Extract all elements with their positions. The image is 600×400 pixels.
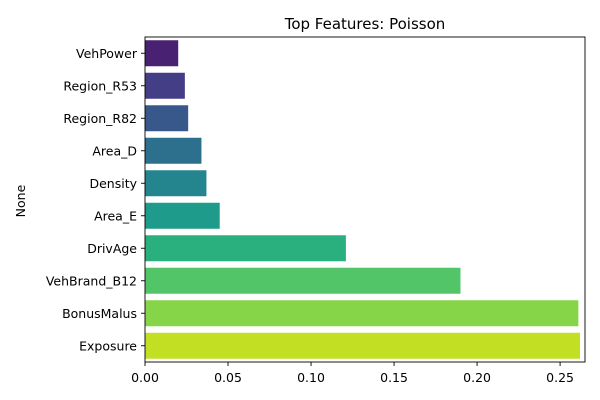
plot-frame	[144, 36, 586, 363]
bar-vehpower	[145, 40, 179, 67]
y-tick-label-area-e: Area_E	[94, 208, 137, 223]
y-tick-label-density: Density	[89, 176, 137, 191]
y-axis-label: None	[13, 184, 28, 217]
bars-group	[145, 40, 581, 359]
y-tick-label-vehpower: VehPower	[76, 46, 138, 61]
x-tick-label: 0.10	[297, 370, 325, 385]
bar-region-r82	[145, 105, 189, 132]
x-ticks-group: 0.00 0.05 0.10 0.15 0.20 0.25	[131, 362, 574, 385]
y-tick-label-exposure: Exposure	[79, 338, 137, 353]
y-tick-label-area-d: Area_D	[92, 143, 137, 158]
y-ticks-group: VehPower Region_R53 Region_R82 Area_D Densit…	[46, 46, 145, 353]
bar-area-d	[145, 137, 202, 164]
x-tick-label: 0.05	[214, 370, 242, 385]
y-tick-label-bonusmalus: BonusMalus	[62, 306, 137, 321]
bar-density	[145, 170, 207, 197]
bar-vehbrand-b12	[145, 267, 461, 294]
bar-area-e	[145, 202, 220, 229]
x-tick-label: 0.15	[380, 370, 408, 385]
y-tick-label-vehbrand-b12: VehBrand_B12	[46, 273, 137, 288]
bar-exposure	[145, 332, 581, 359]
bar-bonusmalus	[145, 300, 579, 327]
x-tick-label: 0.00	[131, 370, 159, 385]
bar-drivage	[145, 235, 346, 262]
x-tick-label: 0.20	[463, 370, 491, 385]
y-tick-label-drivage: DrivAge	[87, 241, 137, 256]
y-tick-label-region-r82: Region_R82	[63, 111, 137, 126]
chart-title: Top Features: Poisson	[284, 15, 446, 33]
y-tick-label-region-r53: Region_R53	[63, 78, 137, 93]
x-tick-label: 0.25	[546, 370, 574, 385]
bar-region-r53	[145, 72, 185, 99]
